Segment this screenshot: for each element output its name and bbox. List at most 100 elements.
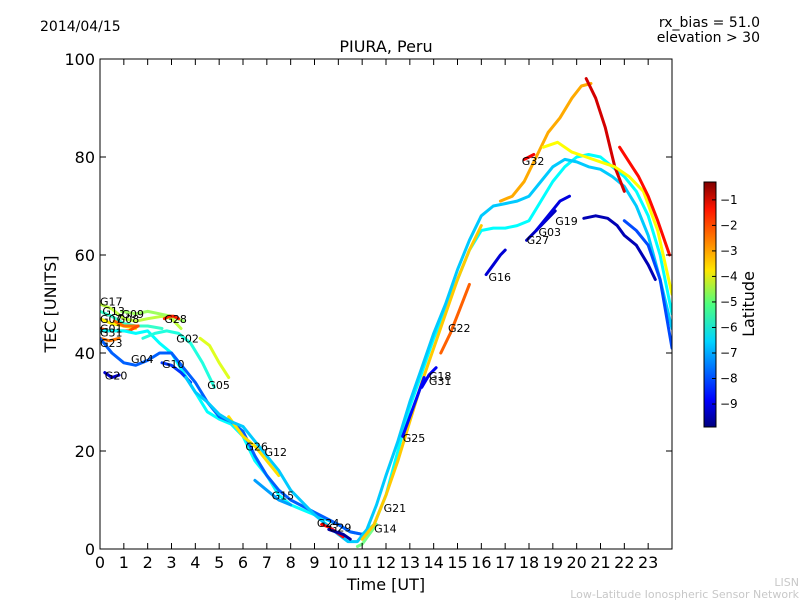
y-tick-label: 60 <box>75 246 95 265</box>
satellite-label-g16: G16 <box>489 271 512 284</box>
x-tick-label: 8 <box>286 553 296 572</box>
satellite-label-g14: G14 <box>374 522 397 535</box>
series-g02 <box>141 329 216 389</box>
colorbar-tick-label: −4 <box>720 269 738 283</box>
colorbar-tick-label: −7 <box>720 346 738 360</box>
y-tick-label: 80 <box>75 148 95 167</box>
series-g18 <box>420 366 438 389</box>
x-tick-label: 0 <box>95 553 105 572</box>
x-tick-label: 15 <box>447 553 467 572</box>
series-g32 <box>522 153 536 161</box>
satellite-label-g26: G26 <box>245 441 268 454</box>
chart-title: PIURA, Peru <box>339 37 432 56</box>
series-arc <box>584 77 626 193</box>
x-tick-label: 7 <box>262 553 272 572</box>
series-g05 <box>198 336 231 379</box>
axes: 0 1 2 3 4 5 6 7 8 9 10 11 12 13 14 15 16 17 18 19 20 21 22 2302… <box>64 50 672 572</box>
colorbar-tick-label: −1 <box>720 193 738 207</box>
satellite-label-g12: G12 <box>265 446 288 459</box>
x-tick-label: 13 <box>400 553 420 572</box>
colorbar-tick-label: −5 <box>720 295 738 309</box>
colorbar-tick-label: −9 <box>720 397 738 411</box>
x-tick-label: 10 <box>328 553 348 572</box>
footer-long: Low-Latitude Ionospheric Sensor Network <box>570 588 799 600</box>
satellite-label-g17: G17 <box>100 296 123 309</box>
satellite-label-g10: G10 <box>162 358 185 371</box>
satellite-label-g08: G08 <box>117 313 140 326</box>
satellite-label-g04: G04 <box>131 353 154 366</box>
x-tick-label: 19 <box>543 553 563 572</box>
x-tick-label: 23 <box>638 553 658 572</box>
satellite-label-g13: G13 <box>102 305 125 318</box>
satellite-label-g28: G28 <box>164 313 187 326</box>
satellite-label-g31: G31 <box>429 375 452 388</box>
satellite-label-g25: G25 <box>403 432 426 445</box>
series-layer <box>100 77 672 548</box>
y-tick-label: 0 <box>85 540 95 559</box>
series-g28 <box>162 314 181 321</box>
series-g17 <box>100 302 183 330</box>
x-tick-label: 21 <box>590 553 610 572</box>
satellite-label-g05: G05 <box>207 379 230 392</box>
satellite-label-g31: G31 <box>100 326 123 339</box>
satellite-label-g03: G03 <box>539 226 562 239</box>
satellite-label-g23: G23 <box>100 337 123 350</box>
satellite-label-g21: G21 <box>384 502 407 515</box>
colorbar <box>703 181 717 428</box>
satellite-label-g27: G27 <box>527 234 550 247</box>
series-peak <box>498 82 593 203</box>
satellite-label-g22: G22 <box>448 322 471 335</box>
y-tick-label: 20 <box>75 442 95 461</box>
series-latey <box>541 140 672 296</box>
x-tick-label: 1 <box>119 553 129 572</box>
satellite-label-g09: G09 <box>122 308 145 321</box>
series-g03 <box>534 194 571 232</box>
x-tick-label: 3 <box>166 553 176 572</box>
x-tick-label: 11 <box>352 553 372 572</box>
x-axis-title: Time [UT] <box>346 575 425 594</box>
y-tick-label: 100 <box>64 50 95 69</box>
series-g19 <box>582 214 657 281</box>
satellite-label-g24: G24 <box>317 517 340 530</box>
series-g16 <box>484 248 507 277</box>
colorbar-label: Latitude <box>739 271 758 337</box>
x-tick-label: 14 <box>423 553 443 572</box>
satellite-label-g20: G20 <box>105 370 128 383</box>
x-tick-label: 18 <box>519 553 539 572</box>
colorbar-ticks: −1 −2 −3 −4 −5 −6 −7 −8 −9 <box>712 193 738 411</box>
series-lateb <box>622 219 672 350</box>
x-tick-label: 2 <box>143 553 153 572</box>
colorbar-tick-label: −3 <box>720 244 738 258</box>
satellite-label-g07: G07 <box>100 313 123 326</box>
satellite-label-g02: G02 <box>176 332 199 345</box>
colorbar-tick-label: −6 <box>720 320 738 334</box>
satellite-label-g32: G32 <box>522 155 545 168</box>
series-g26 <box>227 415 281 477</box>
series-g23 <box>100 336 121 343</box>
x-tick-label: 6 <box>238 553 248 572</box>
satellite-labels: G17G13G09G07G08G01G31G23G20G04G28G02G10G… <box>100 155 578 536</box>
series-g29 <box>327 527 352 541</box>
satellite-label-g01: G01 <box>100 323 123 336</box>
series-g22 <box>439 282 471 355</box>
series-g15 <box>253 478 293 507</box>
series-g12 <box>184 157 672 544</box>
satellite-label-g15: G15 <box>272 490 295 503</box>
x-tick-label: 9 <box>309 553 319 572</box>
date-label: 2014/04/15 <box>40 19 121 35</box>
x-tick-label: 17 <box>495 553 515 572</box>
x-tick-label: 12 <box>376 553 396 572</box>
y-tick-label: 40 <box>75 344 95 363</box>
satellite-label-g29: G29 <box>329 521 352 534</box>
series-later <box>618 145 672 257</box>
rx-bias-label: rx_bias = 51.0 <box>659 15 760 31</box>
series-g20 <box>103 371 121 379</box>
y-axis-title: TEC [UNITS] <box>41 256 60 354</box>
series-g04 <box>100 336 364 536</box>
x-tick-label: 22 <box>614 553 634 572</box>
footer-short: LISN <box>774 576 799 589</box>
series-g08 <box>112 319 140 328</box>
colorbar-tick-label: −2 <box>720 218 738 232</box>
x-tick-label: 4 <box>190 553 200 572</box>
